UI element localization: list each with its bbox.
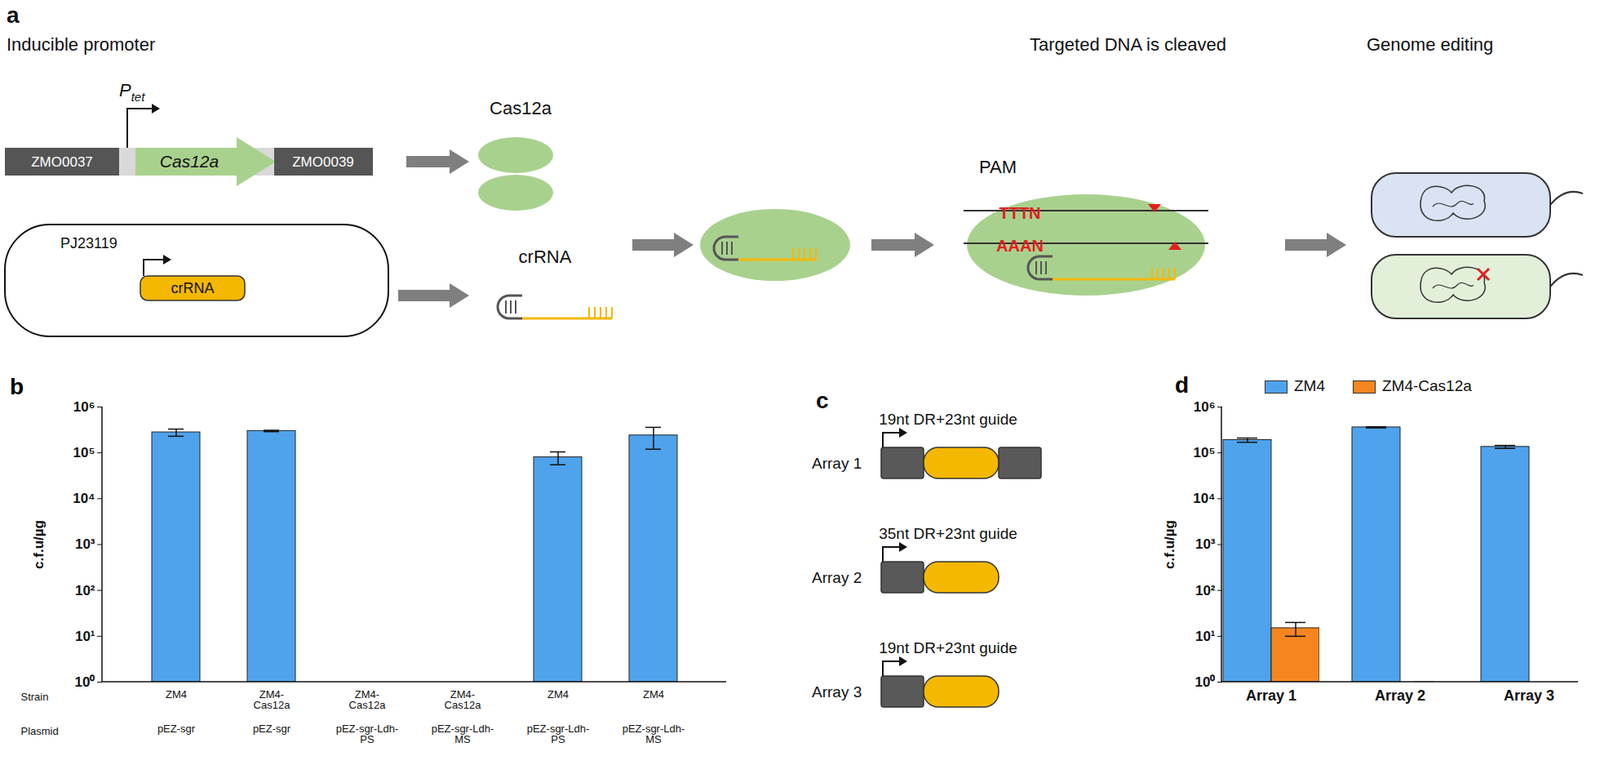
- svg-text:crRNA: crRNA: [171, 279, 215, 297]
- html-text:ZM4: ZM4: [1294, 376, 1326, 395]
- svg-text:19nt DR+23nt guide: 19nt DR+23nt guide: [878, 638, 1018, 656]
- svg-text:pEZ-sgr: pEZ-sgr: [252, 722, 292, 735]
- svg-text:pEZ-sgr-Ldh-PS: pEZ-sgr-Ldh-PS: [527, 722, 590, 745]
- svg-text:10⁵: 10⁵: [73, 444, 96, 461]
- svg-text:ZM4-Cas12a: ZM4-Cas12a: [444, 687, 483, 711]
- svg-text:Array 3: Array 3: [811, 682, 862, 701]
- svg-text:10²: 10²: [75, 582, 96, 599]
- svg-text:10⁵: 10⁵: [1193, 444, 1216, 461]
- svg-text:10³: 10³: [1195, 536, 1216, 552]
- svg-text:Array 1: Array 1: [1245, 686, 1297, 704]
- svg-text:PJ23119: PJ23119: [60, 234, 118, 252]
- svg-text:a: a: [6, 2, 20, 28]
- svg-text:c.f.u/µg: c.f.u/µg: [1161, 519, 1178, 569]
- svg-text:Plasmid: Plasmid: [21, 724, 59, 737]
- svg-text:35nt DR+23nt guide: 35nt DR+23nt guide: [878, 524, 1018, 542]
- html-text:b: b: [9, 373, 24, 399]
- svg-text:TTTN: TTTN: [998, 203, 1041, 222]
- svg-text:Array 1: Array 1: [811, 454, 862, 472]
- svg-text:Cas12a: Cas12a: [489, 97, 553, 119]
- svg-text:19nt DR+23nt guide: 19nt DR+23nt guide: [878, 410, 1018, 428]
- svg-text:ZM4: ZM4: [547, 687, 569, 701]
- svg-text:Array 2: Array 2: [811, 568, 862, 586]
- svg-text:pEZ-sgr-Ldh-PS: pEZ-sgr-Ldh-PS: [336, 722, 399, 745]
- svg-text:c.f.u/µg: c.f.u/µg: [31, 519, 47, 569]
- svg-text:10⁶: 10⁶: [1193, 398, 1216, 415]
- svg-text:10⁴: 10⁴: [1192, 490, 1215, 506]
- svg-text:10²: 10²: [1195, 582, 1216, 599]
- svg-text:Inducible promoter: Inducible promoter: [6, 34, 156, 55]
- svg-text:ZM4-Cas12a: ZM4-Cas12a: [253, 687, 292, 711]
- svg-text:ZM4: ZM4: [642, 687, 665, 701]
- svg-text:10¹: 10¹: [1195, 628, 1216, 644]
- svg-text:Strain: Strain: [21, 690, 49, 703]
- svg-text:10¹: 10¹: [75, 628, 96, 644]
- svg-text:c: c: [815, 387, 829, 413]
- svg-text:pEZ-sgr: pEZ-sgr: [157, 722, 196, 735]
- svg-text:10⁰: 10⁰: [75, 673, 96, 690]
- svg-text:Cas12a: Cas12a: [159, 151, 219, 171]
- svg-text:Targeted DNA is cleaved: Targeted DNA is cleaved: [1029, 34, 1227, 55]
- svg-text:10⁶: 10⁶: [73, 398, 96, 415]
- svg-text:Genome editing: Genome editing: [1366, 34, 1494, 55]
- html-text:d: d: [1174, 372, 1189, 398]
- html-text:ZM4-Cas12a: ZM4-Cas12a: [1382, 376, 1472, 395]
- svg-text:10³: 10³: [75, 536, 96, 552]
- svg-text:ZM4-Cas12a: ZM4-Cas12a: [349, 687, 387, 711]
- svg-text:pEZ-sgr-Ldh-MS: pEZ-sgr-Ldh-MS: [431, 722, 495, 745]
- svg-text:PAM: PAM: [979, 156, 1017, 178]
- svg-text:ZM4: ZM4: [165, 687, 187, 701]
- svg-text:pEZ-sgr-Ldh-MS: pEZ-sgr-Ldh-MS: [622, 722, 686, 745]
- svg-text:Ptet: Ptet: [119, 79, 146, 104]
- svg-text:ZMO0039: ZMO0039: [292, 154, 355, 170]
- svg-text:Array 2: Array 2: [1374, 686, 1426, 704]
- svg-text:Array 3: Array 3: [1503, 686, 1555, 704]
- svg-text:10⁴: 10⁴: [72, 490, 95, 506]
- svg-text:ZMO0037: ZMO0037: [31, 154, 94, 170]
- svg-text:crRNA: crRNA: [518, 246, 572, 267]
- svg-text:10⁰: 10⁰: [1195, 673, 1216, 690]
- svg-text:AAAN: AAAN: [996, 236, 1044, 255]
